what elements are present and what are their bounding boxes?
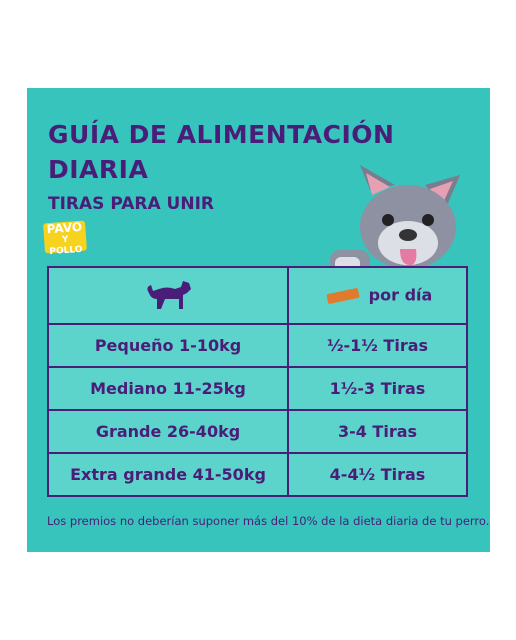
amount-cell: 3-4 Tiras bbox=[287, 409, 468, 454]
weight-cell: Mediano 11-25kg bbox=[47, 366, 289, 411]
per-day-header: por día bbox=[287, 266, 468, 325]
amount-cell: ½-1½ Tiras bbox=[287, 323, 468, 368]
weight-cell: Extra grande 41-50kg bbox=[47, 452, 289, 497]
footer-note: Los premios no deberían suponer más del … bbox=[47, 514, 490, 528]
feeding-table: por día Pequeño 1-10kg ½-1½ Tiras Mediano… bbox=[47, 266, 468, 497]
title: DIARIA bbox=[48, 155, 149, 184]
title: GUÍA DE ALIMENTACIÓN bbox=[48, 120, 395, 149]
weight-cell: Pequeño 1-10kg bbox=[47, 323, 289, 368]
weight-cell: Grande 26-40kg bbox=[47, 409, 289, 454]
dog-icon bbox=[147, 280, 191, 309]
tag-text: Y POLLO bbox=[49, 234, 83, 258]
subtitle: TIRAS PARA UNIR bbox=[48, 194, 214, 214]
dog-icon-cell bbox=[47, 266, 289, 325]
flavor-tag: PAVO Y POLLO bbox=[43, 220, 87, 257]
treat-icon bbox=[326, 287, 359, 304]
amount-cell: 1½-3 Tiras bbox=[287, 366, 468, 411]
dog-illustration bbox=[330, 165, 460, 272]
per-day-label: por día bbox=[368, 285, 433, 304]
amount-cell: 4-4½ Tiras bbox=[287, 452, 468, 497]
